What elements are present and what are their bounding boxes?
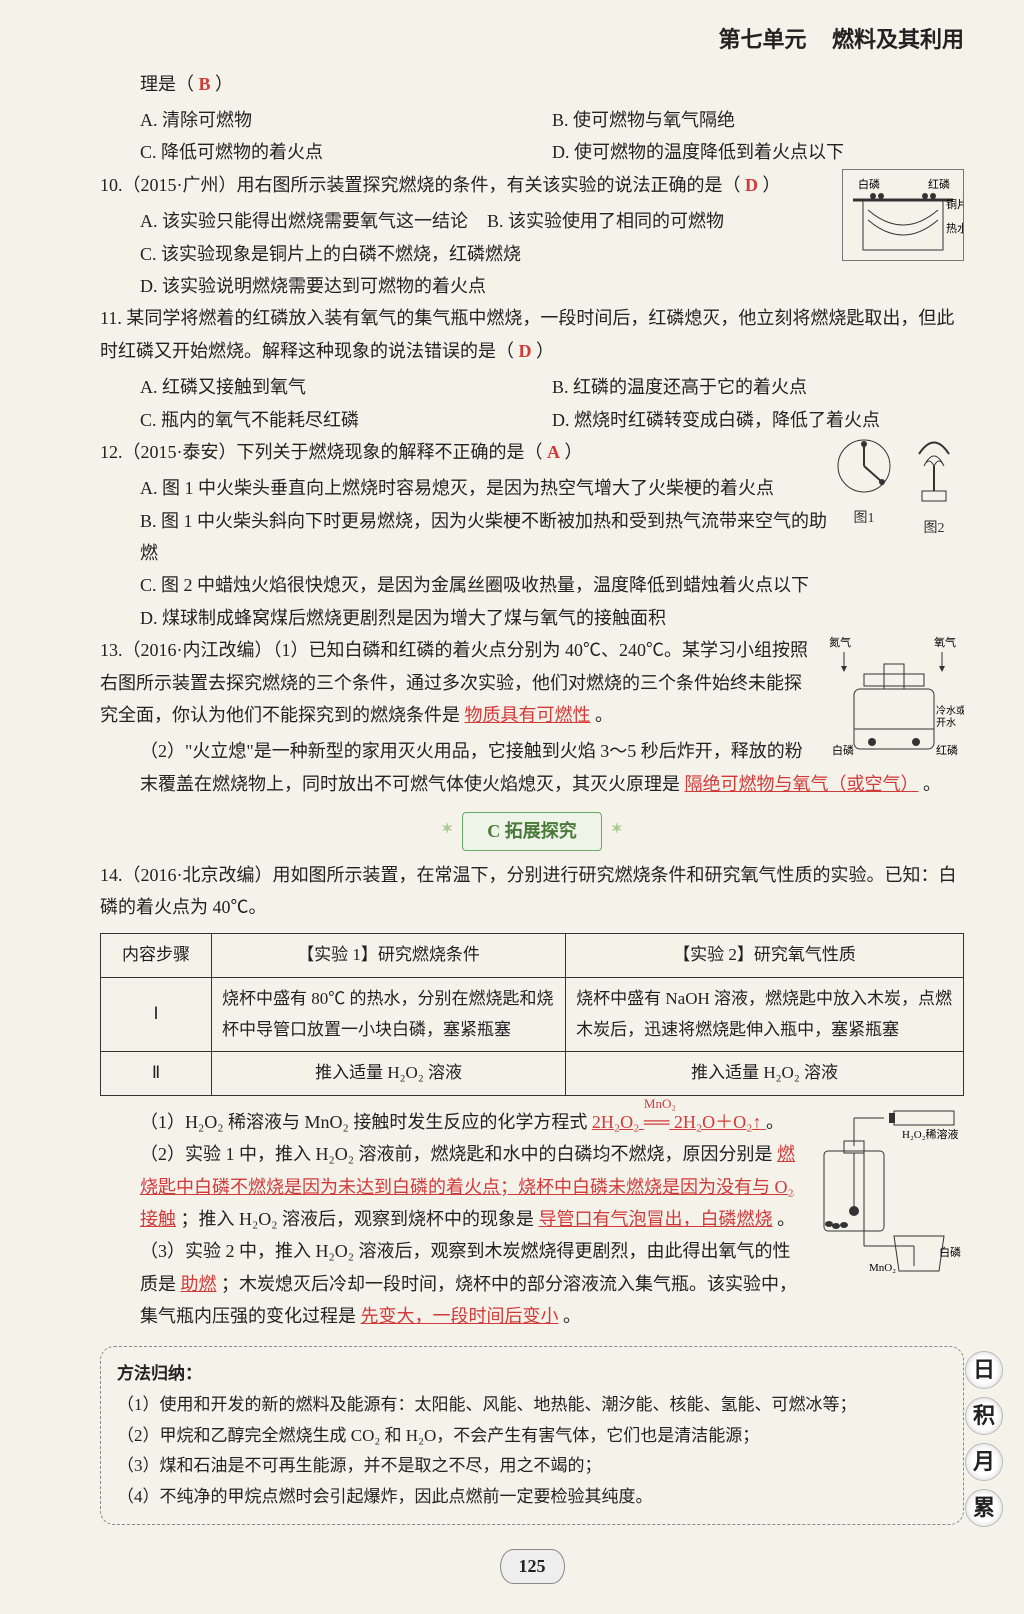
q10-opt-d: D. 该实验说明燃烧需要达到可燃物的着火点 — [100, 270, 964, 302]
header-title: 燃料及其利用 — [832, 27, 964, 52]
q9-opt-d: D. 使可燃物的温度降低到着火点以下 — [552, 136, 964, 168]
q12-fig2-label: 图2 — [904, 516, 964, 541]
q10-answer: D — [745, 175, 758, 195]
q14-p1-pre: （1）H₂O₂ 稀溶液与 MnO₂ 接触时发生反应的化学方程式 — [140, 1112, 587, 1132]
q10-opt-a: A. 该实验只能得出燃烧需要氧气这一结论 — [140, 205, 487, 237]
method-title: 方法归纳： — [117, 1359, 947, 1390]
q13-stem-1: 13.（2016·内江改编）（1）已知白磷和红磷的着火点分别为 40℃、240℃… — [100, 640, 808, 725]
q13-stem-2-end: 。 — [923, 774, 941, 794]
q14-p2-mid: ；推入 H₂O₂ 溶液后，观察到烧杯中的现象是 — [181, 1209, 535, 1229]
svg-text:冷水或: 冷水或 — [936, 704, 964, 717]
svg-text:MnO₂: MnO₂ — [869, 1262, 896, 1274]
q14-r1-c3: 烧杯中盛有 NaOH 溶液，燃烧匙中放入木炭，点燃木炭后，迅速将燃烧匙伸入瓶中，… — [566, 977, 964, 1051]
q9-opt-a: A. 清除可燃物 — [140, 104, 552, 136]
q11-opt-a: A. 红磷又接触到氧气 — [140, 371, 552, 403]
q13: 氮气 氧气 冷水或 开水 白磷 红磷 13.（2016·内江改编）（1）已知白磷… — [100, 634, 964, 731]
q10-opt-c: C. 该实验现象是铜片上的白磷不燃烧，红磷燃烧 — [100, 238, 964, 270]
q14-p1-formula: 2H₂O₂ MnO₂══ 2H₂O＋O₂↑ — [592, 1112, 766, 1132]
q14-p2-blank2: 导管口有气泡冒出，白磷燃烧 — [539, 1209, 773, 1229]
q10-opt-b: B. 该实验使用了相同的可燃物 — [487, 205, 834, 237]
q9-answer: B — [199, 74, 211, 94]
q9-stem-post: ） — [215, 74, 233, 94]
q14-figure: H₂O₂稀溶液 MnO₂ 白磷 — [814, 1106, 964, 1276]
q12-stem: 12.（2015·泰安）下列关于燃烧现象的解释不正确的是（ — [100, 442, 543, 462]
method-item-4: （4）不纯净的甲烷点燃时会引起爆炸，因此点燃前一定要检验其纯度。 — [117, 1482, 947, 1513]
q11-opt-d: D. 燃烧时红磷转变成白磷，降低了着火点 — [552, 404, 964, 436]
q14-r2-c2: 推入适量 H₂O₂ 溶液 — [212, 1052, 566, 1096]
q12-answer: A — [547, 442, 560, 462]
method-box: 日 积 月 累 方法归纳： （1）使用和开发的新的燃料及能源有：太阳能、风能、地… — [100, 1346, 964, 1525]
q14-p3-blank1: 助燃 — [181, 1274, 217, 1294]
q12-stem-post: ） — [565, 442, 583, 462]
page-number: 125 — [100, 1549, 964, 1583]
q13-blank-1: 物质具有可燃性 — [465, 705, 591, 725]
q12: 图1 图2 12.（2015·泰安）下列关于燃烧现象的解释不正确的是（ A ） — [100, 436, 964, 468]
section-c-title: C 拓展探究 — [100, 812, 964, 850]
q10-stem-post: ） — [763, 175, 781, 195]
badge-4: 累 — [965, 1489, 1003, 1527]
q14-formula-right: 2H₂O＋O₂↑ — [674, 1112, 762, 1132]
q11-opt-b: B. 红磷的温度还高于它的着火点 — [552, 371, 964, 403]
q14-r1-step: Ⅰ — [101, 977, 212, 1051]
q12-opt-c: C. 图 2 中蜡烛火焰很快熄灭，是因为金属丝圈吸收热量，温度降低到蜡烛着火点以… — [100, 569, 964, 601]
q9-opt-b: B. 使可燃物与氧气隔绝 — [552, 104, 964, 136]
q10-stem: 10.（2015·广州）用右图所示装置探究燃烧的条件，有关该实验的说法正确的是（ — [100, 175, 741, 195]
q13-blank-2: 隔绝可燃物与氧气（或空气） — [685, 774, 919, 794]
q14-table: 内容步骤 【实验 1】研究燃烧条件 【实验 2】研究氧气性质 Ⅰ 烧杯中盛有 8… — [100, 933, 964, 1095]
q12-opt-d: D. 煤球制成蜂窝煤后燃烧更剧烈是因为增大了煤与氧气的接触面积 — [100, 602, 964, 634]
q10-figure: 白磷 红磷 铜片 热水 — [842, 169, 964, 261]
q9-stem-pre: 理是（ — [140, 74, 194, 94]
q14-r2-c3: 推入适量 H₂O₂ 溶液 — [566, 1052, 964, 1096]
method-item-1: （1）使用和开发的新的燃料及能源有：太阳能、风能、地热能、潮汐能、核能、氢能、可… — [117, 1390, 947, 1421]
method-item-3: （3）煤和石油是不可再生能源，并不是取之不尽，用之不竭的； — [117, 1451, 947, 1482]
q10: 白磷 红磷 铜片 热水 10.（2015·广州）用右图所示装置探究燃烧的条件，有… — [100, 169, 964, 201]
badge-3: 月 — [965, 1443, 1003, 1481]
q14-th3: 【实验 2】研究氧气性质 — [566, 934, 964, 978]
q13-stem-1-end: 。 — [595, 705, 613, 725]
q14-p2-post: 。 — [777, 1209, 795, 1229]
svg-text:开水: 开水 — [936, 717, 956, 729]
q9-opt-c: C. 降低可燃物的着火点 — [140, 136, 552, 168]
section-c-label: C 拓展探究 — [462, 812, 602, 850]
q11-answer: D — [519, 341, 532, 361]
q14-th2: 【实验 1】研究燃烧条件 — [212, 934, 566, 978]
svg-text:白磷: 白磷 — [939, 1245, 961, 1259]
svg-text:热水: 热水 — [946, 222, 963, 235]
fig-label-white-p: 白磷 — [858, 177, 880, 191]
q14-p3-blank2: 先变大，一段时间后变小 — [361, 1306, 559, 1326]
side-badges: 日 积 月 累 — [965, 1351, 1003, 1527]
page-number-text: 125 — [500, 1549, 565, 1583]
svg-text:H₂O₂稀溶液: H₂O₂稀溶液 — [902, 1127, 959, 1141]
q14-p1-post: 。 — [766, 1112, 784, 1132]
svg-text:氮气: 氮气 — [829, 635, 851, 649]
svg-text:白磷: 白磷 — [832, 743, 854, 757]
q14-p3-post: 。 — [563, 1306, 581, 1326]
q14-r1-c2: 烧杯中盛有 80℃ 的热水，分别在燃烧匙和烧杯中导管口放置一小块白磷，塞紧瓶塞 — [212, 977, 566, 1051]
svg-text:氧气: 氧气 — [934, 635, 956, 649]
method-item-2: （2）甲烷和乙醇完全燃烧生成 CO₂ 和 H₂O，不会产生有害气体，它们也是清洁… — [117, 1421, 947, 1452]
svg-text:红磷: 红磷 — [936, 744, 958, 757]
q14-p2-pre: （2）实验 1 中，推入 H₂O₂ 溶液前，燃烧匙和水中的白磷均不燃烧，原因分别… — [140, 1144, 773, 1164]
q11-opt-c: C. 瓶内的氧气不能耗尽红磷 — [140, 404, 552, 436]
svg-text:红磷: 红磷 — [928, 178, 950, 191]
q13-figure: 氮气 氧气 冷水或 开水 白磷 红磷 — [824, 634, 964, 764]
q11: 11. 某同学将燃着的红磷放入装有氧气的集气瓶中燃烧，一段时间后，红磷熄灭，他立… — [100, 302, 964, 367]
header-unit: 第七单元 — [718, 27, 806, 52]
q11-stem-post: ） — [536, 341, 554, 361]
q12-figures: 图1 图2 — [834, 436, 964, 542]
q9-stem: 理是（ B ） — [100, 68, 964, 100]
q12-fig1-label: 图1 — [834, 506, 894, 531]
q14-formula-left: 2H₂O₂ — [592, 1112, 640, 1132]
q14-stem: 14.（2016·北京改编）用如图所示装置，在常温下，分别进行研究燃烧条件和研究… — [100, 859, 964, 924]
q14-th1: 内容步骤 — [101, 934, 212, 978]
svg-text:铜片: 铜片 — [946, 197, 963, 211]
badge-2: 积 — [965, 1397, 1003, 1435]
q14-r2-step: Ⅱ — [101, 1052, 212, 1096]
q14-formula-cond: MnO₂ — [644, 1092, 670, 1115]
badge-1: 日 — [965, 1351, 1003, 1389]
